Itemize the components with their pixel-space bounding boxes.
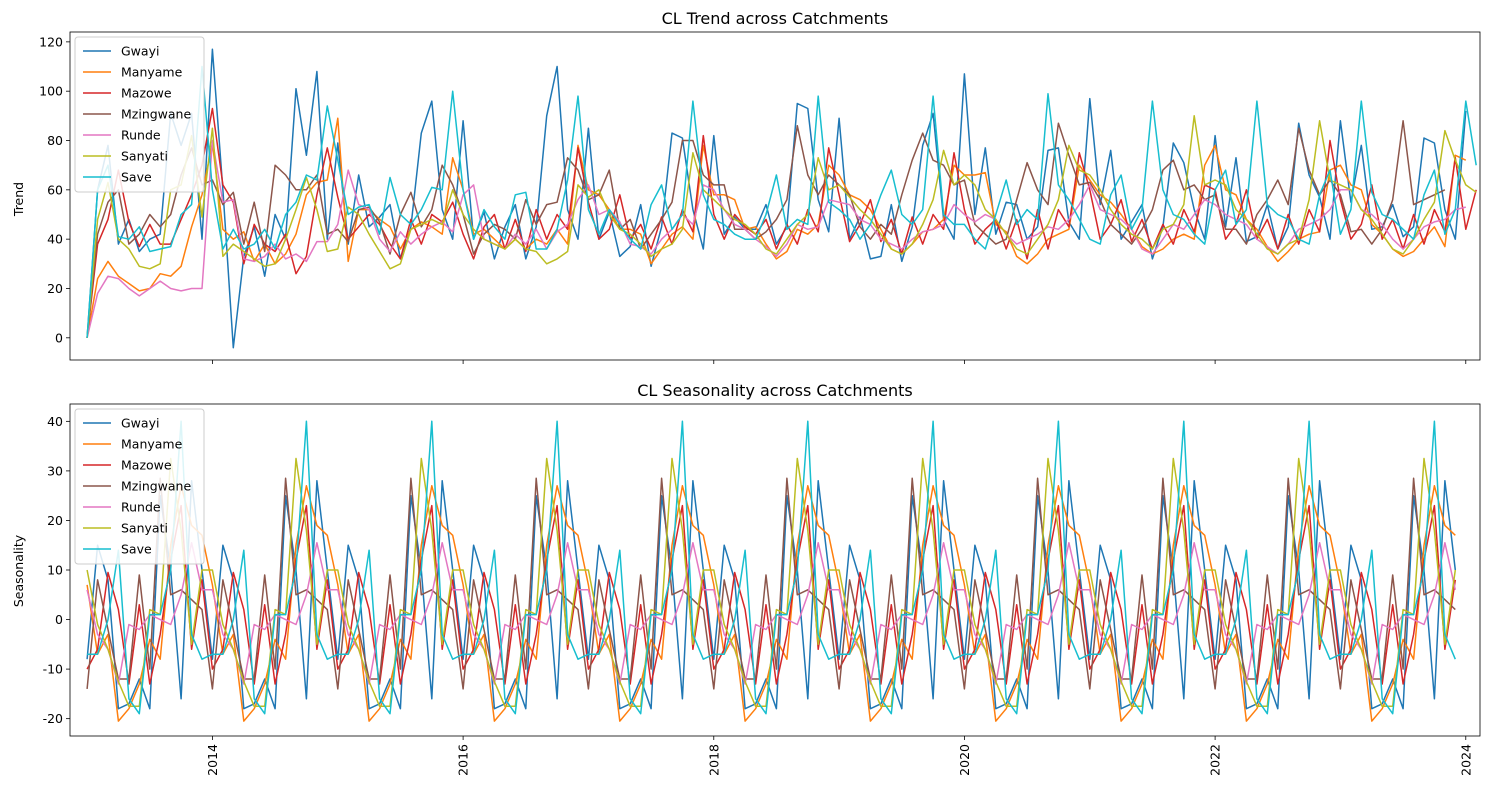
seasonality-ylabel: Seasonality (11, 534, 26, 607)
x-tick-label: 2014 (205, 744, 220, 776)
seasonality-legend: Gwayi Manyame Mazowe Mzingwane Runde Sanyati S… (74, 408, 205, 565)
y-tick-label: 30 (47, 463, 63, 478)
seasonality-xaxis: 2014 2016 2018 2020 2022 2024 (205, 736, 1473, 776)
y-tick-label: 0 (55, 330, 63, 345)
x-tick-label: 2018 (706, 744, 721, 776)
legend-label: Save (121, 542, 152, 557)
legend-label: Gwayi (121, 416, 159, 431)
legend-box (74, 408, 205, 565)
y-tick-label: 80 (47, 133, 63, 148)
legend-label: Mzingwane (121, 479, 191, 494)
series-line-sanyati (86, 115, 1477, 338)
legend-label: Mazowe (121, 86, 172, 101)
legend-label: Save (121, 170, 152, 185)
x-tick-label: 2022 (1208, 744, 1223, 776)
seasonality-yaxis: -20 -10 0 10 20 30 40 (43, 414, 70, 726)
series-line-manyame (86, 117, 1467, 338)
legend-label: Manyame (121, 437, 183, 452)
legend-label: Mazowe (121, 458, 172, 473)
legend-label: Sanyati (121, 521, 168, 536)
trend-legend: Gwayi Manyame Mazowe Mzingwane Runde Sanyati S… (74, 36, 205, 193)
series-line-runde (86, 541, 1457, 685)
series-line-gwayi (86, 48, 1467, 349)
series-line-save (86, 65, 1477, 338)
y-tick-label: 100 (39, 84, 63, 99)
legend-label: Sanyati (121, 149, 168, 164)
series-line-mazowe (86, 107, 1477, 338)
series-line-mzingwane (86, 120, 1446, 338)
y-tick-label: 60 (47, 182, 63, 197)
trend-title: CL Trend across Catchments (662, 9, 889, 28)
trend-ylabel: Trend (11, 182, 26, 217)
trend-panel: CL Trend across Catchments Trend 0 20 40 60… (11, 9, 1481, 364)
y-tick-label: 120 (39, 34, 63, 49)
y-tick-label: 20 (47, 513, 63, 528)
seasonality-lines (86, 420, 1457, 722)
y-tick-label: -20 (43, 711, 63, 726)
legend-label: Runde (121, 500, 161, 515)
y-tick-label: 0 (55, 612, 63, 627)
legend-label: Manyame (121, 65, 183, 80)
y-tick-label: -10 (43, 662, 63, 677)
trend-yaxis: 0 20 40 60 80 100 120 (39, 34, 70, 345)
y-tick-label: 40 (47, 232, 63, 247)
seasonality-panel: CL Seasonality across Catchments Seasona… (11, 381, 1481, 776)
legend-label: Runde (121, 128, 161, 143)
legend-label: Gwayi (121, 44, 159, 59)
seasonality-title: CL Seasonality across Catchments (637, 381, 913, 400)
series-line-save (87, 420, 1456, 715)
x-tick-label: 2016 (456, 744, 471, 776)
y-tick-label: 40 (47, 414, 63, 429)
y-tick-label: 10 (47, 563, 63, 578)
x-tick-label: 2024 (1458, 744, 1473, 776)
legend-label: Mzingwane (121, 107, 191, 122)
y-tick-label: 20 (47, 281, 63, 296)
legend-box (74, 36, 205, 193)
x-tick-label: 2020 (957, 744, 972, 776)
trend-plot-frame (69, 31, 1481, 361)
trend-lines (86, 48, 1477, 349)
series-line-runde (86, 139, 1466, 338)
trend-xaxis (212, 360, 1467, 364)
